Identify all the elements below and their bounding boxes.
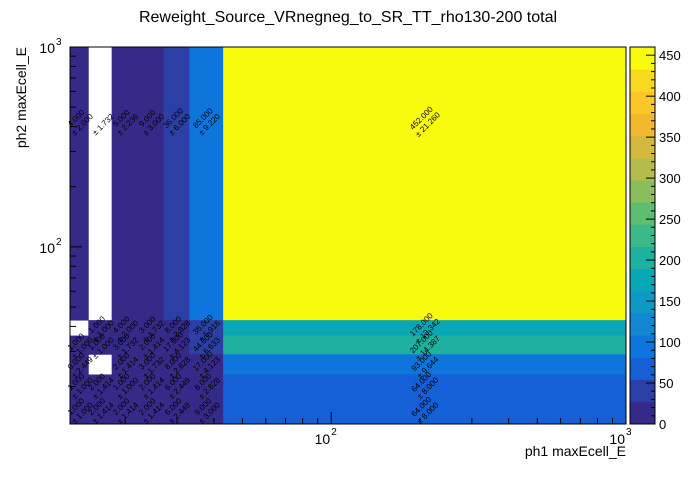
cell-label-group: 4.000± 2.000 [66, 108, 96, 138]
heatmap-cell [189, 354, 224, 375]
colorbar-tick-label: 50 [659, 376, 673, 391]
colorbar-band [630, 290, 655, 314]
heatmap-cell [163, 320, 190, 336]
heatmap-cell [163, 374, 190, 397]
heatmap-cell [163, 354, 190, 375]
heatmap-cell [137, 47, 164, 321]
colorbar-band [630, 401, 655, 425]
heatmap-cell [137, 335, 164, 355]
heatmap-cell [70, 335, 89, 355]
colorbar-band [630, 224, 655, 247]
y-tick-exponent: 2 [56, 237, 62, 248]
heatmap-cell [111, 320, 138, 336]
heatmap-cell [88, 374, 113, 397]
colorbar-tick-label: 250 [659, 212, 681, 227]
colorbar-band [630, 202, 655, 225]
colorbar-tick-label: 200 [659, 253, 681, 268]
colorbar-band [630, 91, 655, 114]
heatmap-cell [163, 335, 190, 355]
colorbar-tick-label: 450 [659, 48, 681, 63]
y-axis-title: ph2 maxEcell_E [13, 47, 29, 148]
colorbar-band [630, 313, 655, 336]
colorbar-tick-label: 0 [659, 417, 666, 432]
colorbar-band [630, 135, 655, 159]
color-scale-bar: 0 50 100 150 200 250 300 350 400 450 [629, 46, 681, 432]
heatmap-cell [111, 354, 138, 375]
x-tick-label: 10 [315, 431, 331, 447]
colorbar-band [630, 379, 655, 403]
heatmap-cell [189, 395, 224, 425]
colorbar-tick-label: 150 [659, 294, 681, 309]
colorbar-band [630, 69, 655, 92]
heatmap-cell [223, 395, 627, 425]
y-tick-label: 10 [39, 40, 55, 56]
chart-title: Reweight_Source_VRnegneg_to_SR_TT_rho130… [139, 9, 557, 26]
heatmap-cell [88, 320, 113, 336]
heatmap-cell [111, 47, 138, 321]
heatmap-cell [88, 335, 113, 355]
heatmap-cell [189, 374, 224, 397]
y-tick-label: 10 [39, 240, 55, 256]
heatmap-cell [163, 47, 190, 321]
heatmap-cells [70, 47, 627, 425]
heatmap-cell [88, 395, 113, 425]
heatmap-cell [223, 354, 627, 375]
heatmap-cell [137, 320, 164, 336]
heatmap-cell [137, 395, 164, 425]
heatmap-cell [70, 374, 89, 397]
colorbar-tick-label: 100 [659, 335, 681, 350]
heatmap-cell [189, 335, 224, 355]
heatmap-cell [111, 374, 138, 397]
colorbar-band [630, 357, 655, 381]
heatmap-cell [189, 320, 224, 336]
colorbar-band [630, 246, 655, 270]
heatmap-cell [111, 335, 138, 355]
heatmap-cell [70, 395, 89, 425]
y-tick-exponent: 3 [56, 37, 62, 48]
x-tick-label: 10 [609, 431, 625, 447]
colorbar-band [630, 335, 655, 358]
colorbar-band [630, 180, 655, 203]
x-tick-exponent: 2 [331, 427, 337, 438]
x-tick-exponent: 3 [626, 427, 632, 438]
x-axis-title: ph1 maxEcell_E [525, 443, 626, 459]
plot-frame [69, 46, 627, 425]
colorbar-tick-label: 350 [659, 130, 681, 145]
colorbar-band [630, 268, 655, 292]
heatmap-cell [70, 354, 89, 375]
heatmap-cell [137, 374, 164, 397]
x-axis: 10 2 10 3 [124, 412, 632, 447]
colorbar-band [630, 113, 655, 137]
heatmap-cell [223, 47, 627, 321]
heatmap-cell [223, 335, 627, 355]
heatmap-cell [223, 374, 627, 397]
colorbar-tick-label: 300 [659, 171, 681, 186]
heatmap-cell [189, 47, 224, 321]
colorbar-band [630, 47, 655, 70]
heatmap-cell [70, 47, 89, 321]
colorbar-tick-label: 400 [659, 89, 681, 104]
heatmap-cell [137, 354, 164, 375]
colorbar-band [630, 157, 655, 181]
heatmap-cell [223, 320, 627, 336]
